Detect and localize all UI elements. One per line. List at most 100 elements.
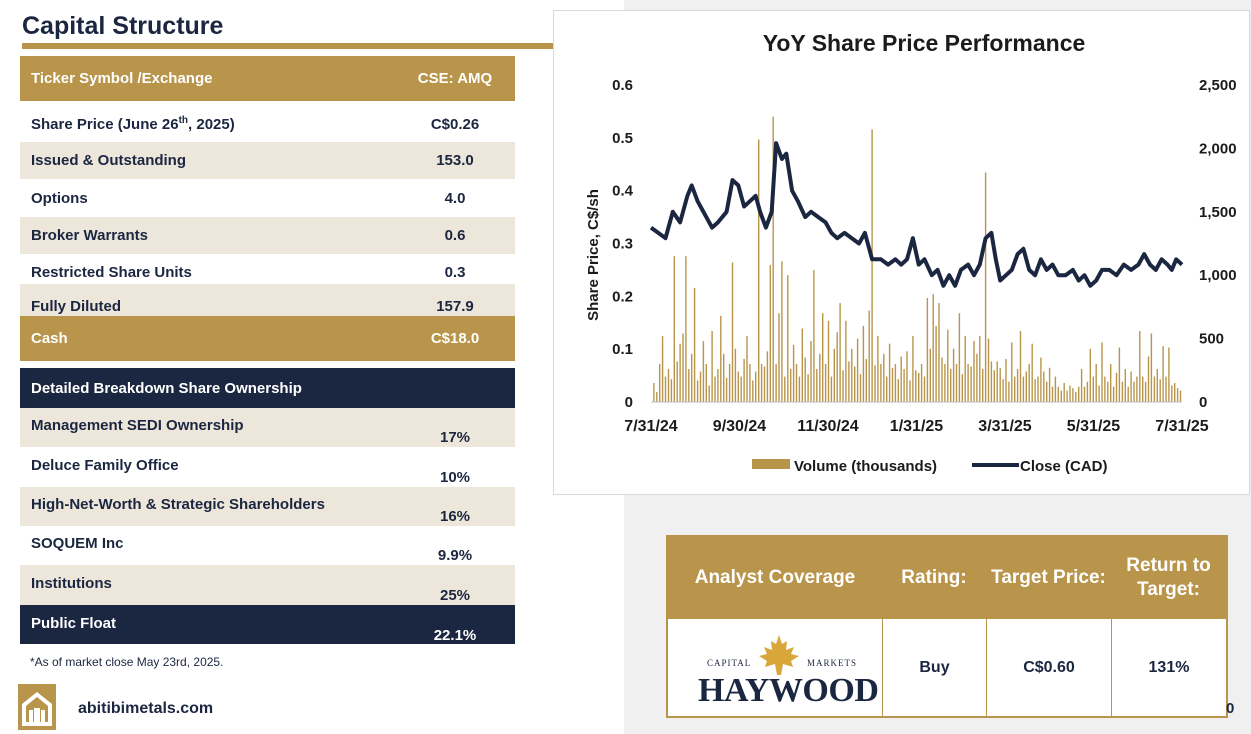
volume-bar bbox=[1083, 386, 1086, 402]
share-price-label: Share Price (June 26th, 2025) bbox=[31, 115, 235, 133]
volume-bar bbox=[813, 270, 815, 402]
volume-bar bbox=[1136, 376, 1138, 402]
volume-bar bbox=[848, 361, 850, 402]
volume-bar bbox=[696, 380, 699, 402]
ticker-value: CSE: AMQ bbox=[417, 70, 493, 87]
volume-bar bbox=[661, 336, 664, 402]
volume-bar bbox=[714, 376, 716, 402]
ownership-row: Deluce Family Office 10% bbox=[20, 447, 515, 487]
haywood-wordmark: HAYWOOD bbox=[698, 672, 879, 709]
volume-bar bbox=[973, 341, 975, 402]
volume-bar bbox=[993, 370, 995, 402]
haywood-logo: CAPITAL MARKETS HAYWOOD bbox=[686, 627, 879, 711]
volume-bar bbox=[775, 364, 777, 402]
volume-bar bbox=[1063, 383, 1065, 402]
volume-bar bbox=[1092, 376, 1094, 402]
close-price-line bbox=[649, 141, 1184, 288]
volume-bar bbox=[1054, 376, 1057, 402]
volume-bar bbox=[653, 383, 655, 402]
volume-bar bbox=[792, 344, 795, 402]
volume-bar bbox=[682, 333, 684, 402]
row-value: 9.9% bbox=[437, 547, 473, 564]
volume-bar bbox=[1176, 388, 1179, 402]
volume-bar bbox=[760, 364, 763, 402]
public-float-value: 22.1% bbox=[433, 627, 477, 644]
public-float-row: Public Float 22.1% bbox=[20, 605, 515, 644]
volume-bar bbox=[827, 320, 830, 402]
row-value: 153.0 bbox=[436, 152, 474, 169]
volume-bar bbox=[1014, 376, 1016, 402]
volume-bar bbox=[728, 364, 731, 402]
legend-volume-label: Volume (thousands) bbox=[794, 458, 937, 475]
volume-bar bbox=[1153, 376, 1156, 402]
volume-bar bbox=[842, 370, 844, 402]
volume-bar bbox=[807, 374, 809, 402]
ownership-header-label: Detailed Breakdown Share Ownership bbox=[31, 379, 302, 397]
target-price-header: Target Price: bbox=[986, 537, 1111, 619]
y2-tick-label: 2,500 bbox=[1199, 77, 1237, 94]
volume-bar bbox=[778, 313, 780, 402]
volume-bar bbox=[717, 369, 719, 402]
y2-tick-label: 0 bbox=[1199, 394, 1207, 411]
fully-diluted-row: Fully Diluted 157.9 bbox=[20, 284, 515, 316]
x-tick-label: 7/31/25 bbox=[1155, 418, 1208, 435]
ownership-row: SOQUEM Inc 9.9% bbox=[20, 526, 515, 565]
y-tick-label: 0.3 bbox=[612, 236, 633, 253]
volume-bar bbox=[952, 348, 955, 402]
target-price-value: C$0.60 bbox=[986, 619, 1111, 716]
volume-bar bbox=[1159, 379, 1161, 402]
volume-bar bbox=[947, 329, 949, 402]
volume-bar bbox=[822, 313, 824, 402]
share-price-row: Share Price (June 26th, 2025) C$0.26 bbox=[20, 106, 515, 142]
volume-bar bbox=[929, 348, 931, 402]
row-value: 0.3 bbox=[444, 263, 466, 281]
volume-bar bbox=[1095, 364, 1097, 402]
rating-value: Buy bbox=[882, 619, 986, 716]
volume-bar bbox=[1162, 346, 1164, 402]
volume-bar bbox=[1022, 376, 1025, 402]
volume-bar bbox=[1040, 357, 1042, 402]
legend-volume-swatch bbox=[752, 459, 790, 469]
volume-bar bbox=[859, 374, 862, 402]
volume-bar bbox=[676, 361, 678, 402]
volume-bar bbox=[912, 336, 914, 402]
volume-bar bbox=[1112, 386, 1115, 402]
volume-bar bbox=[836, 332, 838, 402]
volume-bar bbox=[1028, 364, 1030, 402]
volume-bar bbox=[656, 391, 658, 402]
x-tick-label: 5/31/25 bbox=[1067, 418, 1120, 435]
volume-bar bbox=[743, 358, 745, 402]
footnote: *As of market close May 23rd, 2025. bbox=[30, 655, 224, 669]
volume-bar bbox=[923, 376, 926, 402]
row-value: 157.9 bbox=[436, 298, 474, 315]
row-label: Management SEDI Ownership bbox=[31, 417, 244, 434]
volume-bar bbox=[920, 364, 923, 402]
volume-bar bbox=[1002, 379, 1004, 402]
volume-bar bbox=[891, 367, 894, 402]
return-to-target-value: 131% bbox=[1111, 619, 1226, 716]
volume-bar bbox=[804, 357, 806, 402]
website-link[interactable]: abitibimetals.com bbox=[78, 700, 214, 717]
public-float-label: Public Float bbox=[31, 615, 117, 632]
volume-bar bbox=[877, 336, 879, 402]
ownership-row: High-Net-Worth & Strategic Shareholders … bbox=[20, 487, 515, 526]
volume-bar bbox=[964, 336, 966, 402]
volume-bar bbox=[801, 328, 803, 402]
volume-bar bbox=[1107, 381, 1109, 402]
volume-bar bbox=[664, 376, 667, 402]
maple-leaf-icon bbox=[759, 635, 799, 675]
volume-bar bbox=[1147, 356, 1150, 402]
y-axis-label: Share Price, C$/sh bbox=[585, 189, 602, 321]
volume-bar bbox=[999, 367, 1001, 402]
volume-bar bbox=[982, 369, 984, 402]
volume-bar bbox=[1150, 333, 1153, 402]
chart-title: YoY Share Price Performance bbox=[763, 30, 1086, 56]
volume-bar bbox=[819, 353, 821, 402]
volume-bar bbox=[723, 353, 725, 402]
volume-bar bbox=[731, 262, 734, 402]
volume-bar bbox=[708, 385, 710, 402]
volume-bar bbox=[691, 353, 693, 402]
ticker-label: Ticker Symbol /Exchange bbox=[31, 70, 213, 87]
volume-bar bbox=[1066, 390, 1068, 402]
volume-bar bbox=[702, 341, 705, 402]
